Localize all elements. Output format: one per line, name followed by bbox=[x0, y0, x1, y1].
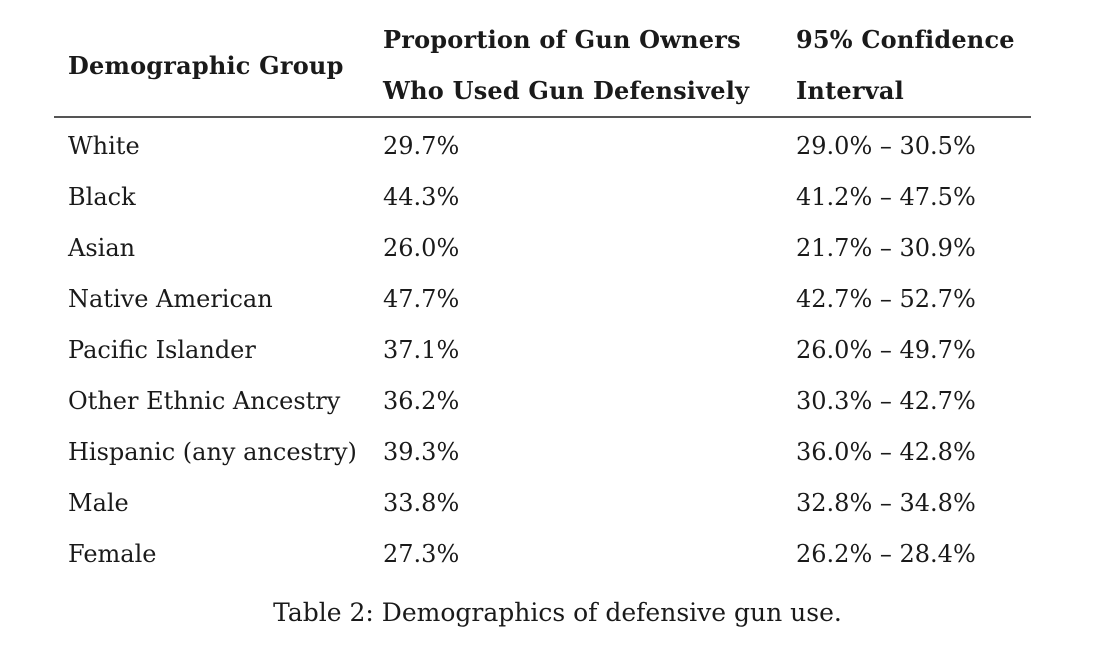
header-proportion-line1: Proportion of Gun Owners bbox=[383, 25, 741, 54]
cell-proportion: 36.2% bbox=[383, 386, 460, 415]
demographics-table-container: Demographic Group Proportion of Gun Owne… bbox=[54, 14, 1031, 579]
cell-group: Other Ethnic Ancestry bbox=[68, 386, 341, 415]
header-proportion-line2: Who Used Gun Defensively bbox=[383, 76, 750, 105]
cell-proportion: 26.0% bbox=[383, 233, 460, 262]
cell-ci: 30.3% – 42.7% bbox=[796, 386, 976, 415]
cell-ci: 26.2% – 28.4% bbox=[796, 539, 976, 568]
table-row: Pacific Islander 37.1% 26.0% – 49.7% bbox=[54, 324, 1031, 375]
table-row: White 29.7% 29.0% – 30.5% bbox=[54, 117, 1031, 171]
table-caption: Table 2: Demographics of defensive gun u… bbox=[273, 598, 842, 627]
cell-group: Male bbox=[68, 488, 129, 517]
cell-ci: 32.8% – 34.8% bbox=[796, 488, 976, 517]
cell-proportion: 37.1% bbox=[383, 335, 460, 364]
cell-ci: 29.0% – 30.5% bbox=[796, 131, 976, 160]
cell-ci: 21.7% – 30.9% bbox=[796, 233, 976, 262]
table-row: Other Ethnic Ancestry 36.2% 30.3% – 42.7… bbox=[54, 375, 1031, 426]
cell-proportion: 33.8% bbox=[383, 488, 460, 517]
cell-proportion: 47.7% bbox=[383, 284, 460, 313]
header-proportion: Proportion of Gun Owners Who Used Gun De… bbox=[369, 14, 782, 117]
demographics-table: Demographic Group Proportion of Gun Owne… bbox=[54, 14, 1031, 579]
cell-ci: 36.0% – 42.8% bbox=[796, 437, 976, 466]
table-row: Hispanic (any ancestry) 39.3% 36.0% – 42… bbox=[54, 426, 1031, 477]
cell-ci: 41.2% – 47.5% bbox=[796, 182, 976, 211]
cell-ci: 42.7% – 52.7% bbox=[796, 284, 976, 313]
header-confidence-interval: 95% Confidence Interval bbox=[782, 14, 1031, 117]
table-row: Male 33.8% 32.8% – 34.8% bbox=[54, 477, 1031, 528]
table-row: Black 44.3% 41.2% – 47.5% bbox=[54, 171, 1031, 222]
cell-proportion: 27.3% bbox=[383, 539, 460, 568]
cell-group: White bbox=[68, 131, 140, 160]
header-ci-line1: 95% Confidence bbox=[796, 25, 1015, 54]
header-demographic-group: Demographic Group bbox=[68, 50, 344, 80]
header-ci-line2: Interval bbox=[796, 76, 904, 105]
cell-group: Hispanic (any ancestry) bbox=[68, 437, 357, 466]
table-row: Asian 26.0% 21.7% – 30.9% bbox=[54, 222, 1031, 273]
table-header-row: Demographic Group Proportion of Gun Owne… bbox=[54, 14, 1031, 117]
cell-proportion: 29.7% bbox=[383, 131, 460, 160]
table-header: Demographic Group Proportion of Gun Owne… bbox=[54, 14, 1031, 117]
cell-proportion: 39.3% bbox=[383, 437, 460, 466]
cell-group: Female bbox=[68, 539, 157, 568]
table-body: White 29.7% 29.0% – 30.5% Black 44.3% 41… bbox=[54, 117, 1031, 579]
cell-group: Black bbox=[68, 182, 136, 211]
cell-group: Pacific Islander bbox=[68, 335, 256, 364]
table-row: Female 27.3% 26.2% – 28.4% bbox=[54, 528, 1031, 579]
table-row: Native American 47.7% 42.7% – 52.7% bbox=[54, 273, 1031, 324]
cell-group: Asian bbox=[68, 233, 136, 262]
cell-proportion: 44.3% bbox=[383, 182, 460, 211]
cell-group: Native American bbox=[68, 284, 273, 313]
cell-ci: 26.0% – 49.7% bbox=[796, 335, 976, 364]
